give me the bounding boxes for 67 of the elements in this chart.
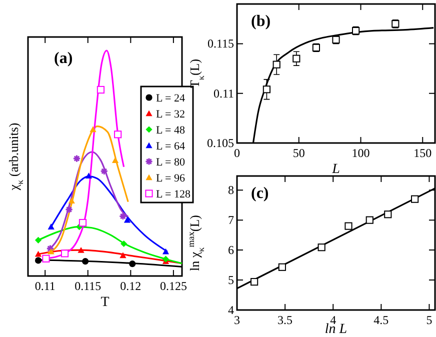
point	[82, 258, 89, 265]
point	[34, 257, 42, 264]
legend-label: L = 32	[156, 108, 186, 120]
x-tick-label: 0.12	[120, 279, 142, 293]
x-tick-label: 5	[426, 313, 432, 327]
y-tick-label: 0.11	[213, 86, 234, 100]
x-tick-label: 3.5	[278, 313, 293, 327]
point	[278, 263, 286, 271]
point	[366, 216, 374, 224]
point	[120, 240, 128, 248]
point	[272, 60, 280, 68]
point	[250, 278, 258, 286]
point	[318, 244, 326, 252]
point	[65, 205, 74, 214]
point	[100, 167, 108, 176]
annotation: (a)	[54, 50, 73, 67]
y-tick-label: 7	[228, 213, 234, 228]
point	[129, 260, 136, 268]
point	[344, 222, 352, 230]
point	[262, 86, 270, 94]
legend-label: L = 48	[156, 124, 186, 136]
legend-label: L = 128	[156, 188, 192, 200]
point	[90, 126, 96, 132]
point	[48, 248, 54, 254]
point	[78, 246, 84, 253]
point	[48, 224, 54, 230]
point	[68, 198, 75, 204]
legend-label: L = 24	[156, 92, 186, 104]
y-tick-label: 6	[228, 243, 234, 258]
x-tick-label: 0.125	[160, 279, 187, 293]
x-tick-label: 50	[292, 146, 305, 160]
y-tick-label: 4	[228, 303, 234, 317]
annotation: (b)	[251, 13, 271, 30]
point	[34, 250, 42, 257]
point	[384, 210, 392, 218]
legend-label: L = 96	[156, 172, 186, 184]
point	[114, 130, 122, 138]
x-tick-label: 0.11	[34, 279, 56, 293]
annotation: (c)	[251, 185, 269, 202]
point	[78, 218, 87, 227]
point	[120, 252, 126, 258]
point	[72, 154, 81, 163]
point	[112, 157, 119, 163]
y-tick-label: 0.105	[207, 136, 234, 150]
point	[162, 248, 170, 254]
x-tick-label: 0.115	[74, 279, 102, 293]
point	[96, 86, 105, 94]
point	[292, 54, 300, 62]
point	[411, 195, 419, 203]
legend-label: L = 64	[156, 140, 186, 152]
x-tick-label: 4.5	[374, 313, 389, 327]
point	[118, 212, 128, 220]
point	[124, 216, 131, 223]
x-tick-label: 3	[234, 313, 240, 327]
point	[42, 254, 50, 262]
x-tick-label: 0	[234, 146, 240, 160]
x-axis-title: T	[100, 295, 110, 310]
x-axis-title: L	[331, 162, 340, 177]
point	[85, 172, 92, 179]
legend-label: L = 80	[156, 156, 186, 168]
x-tick-label: 150	[414, 146, 432, 160]
point	[162, 256, 170, 262]
y-tick-label: 0.115	[207, 36, 234, 51]
y-tick-label: 8	[228, 183, 234, 198]
point	[60, 250, 69, 258]
point	[34, 236, 42, 244]
x-tick-label: 100	[352, 146, 370, 160]
